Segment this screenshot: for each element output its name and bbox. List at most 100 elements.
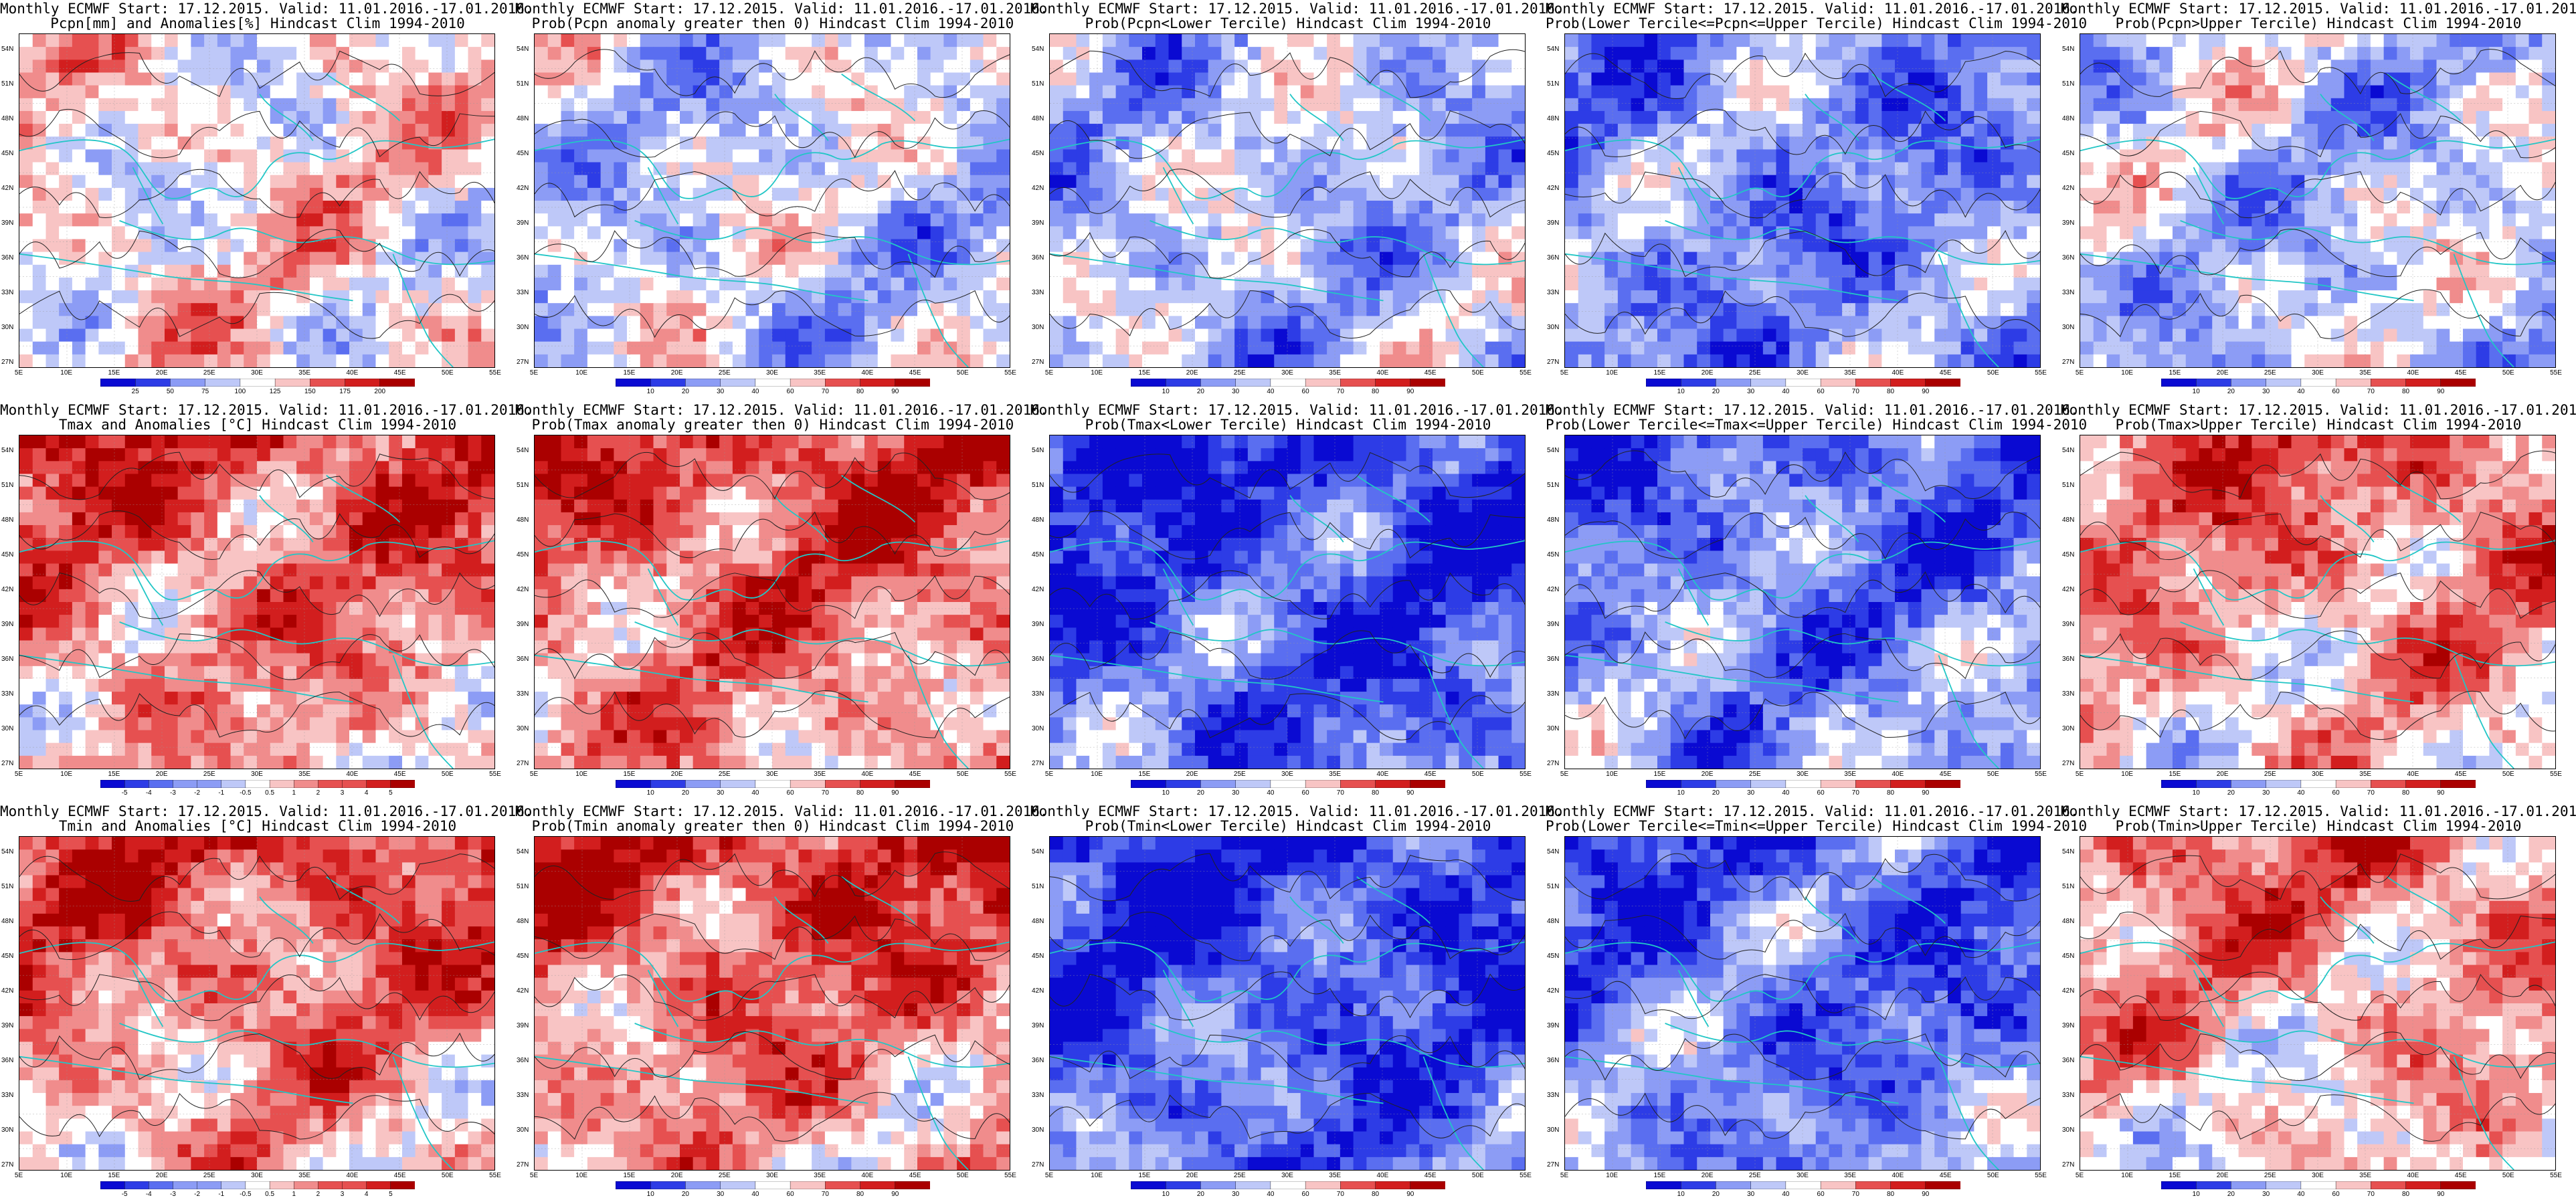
field-cell [812,303,826,316]
field-cell [904,149,918,163]
field-cell [1934,290,1948,304]
field-cell [1142,341,1156,355]
field-cell [2476,47,2490,60]
field-cell [1234,201,1249,214]
field-cell [1855,47,1869,60]
field-cell [72,264,86,278]
field-cell [930,201,944,214]
field-cell [1353,277,1367,291]
map-canvas[interactable] [19,34,494,367]
field-cell [1419,328,1433,342]
field-cell [1697,72,1711,86]
field-cell [1168,328,1182,342]
field-cell [824,162,839,176]
field-cell [2146,162,2160,176]
field-cell [2397,47,2411,60]
field-cell [930,34,944,47]
field-cell [838,264,852,278]
map-field[interactable] [1049,33,1526,368]
map-field[interactable] [19,33,495,368]
field-cell [1736,175,1750,189]
field-cell [296,175,310,189]
coastline [774,94,829,141]
field-cell [1829,175,1843,189]
field-cell [930,175,944,189]
field-cell [2173,290,2187,304]
field-cell [1881,110,1896,124]
field-cell [2436,34,2450,47]
field-cell [85,354,99,367]
field-cell [1960,72,1974,86]
field-cell [217,124,232,137]
field-cell [283,303,297,316]
field-cell [864,98,879,112]
field-cell [230,328,244,342]
field-cell [2199,354,2213,367]
field-cell [442,47,456,60]
field-cell [112,60,126,74]
field-cell [1313,124,1327,137]
field-cell [1803,34,1817,47]
map-canvas[interactable] [2080,34,2555,367]
field-cell [2318,149,2332,163]
field-cell [1868,34,1882,47]
lon-label: 10E [1091,369,1103,377]
lat-label: 36N [1547,254,1560,262]
field-cell [1432,47,1447,60]
map-canvas[interactable] [1565,34,2040,367]
field-cell [2489,316,2503,330]
field-cell [45,290,60,304]
field-cell [745,187,759,201]
field-cell [877,85,892,99]
field-cell [1459,47,1473,60]
field-cell [1565,226,1579,240]
field-cell [138,136,152,150]
field-cell [2278,354,2292,367]
field-cell [1710,213,1724,227]
field-cell [309,264,324,278]
field-cell [177,34,191,47]
field-cell [2146,226,2160,240]
map-canvas[interactable] [535,34,1010,367]
field-cell [1392,149,1407,163]
field-cell [1934,354,1948,367]
field-cell [1591,72,1605,86]
field-cell [2000,213,2015,227]
map-canvas[interactable] [1050,34,1525,367]
field-cell [428,252,442,266]
map-field[interactable] [2080,33,2556,368]
field-cell [454,149,469,163]
field-cell [454,316,469,330]
field-cell [1842,47,1856,60]
field-cell [217,187,232,201]
field-cell [32,328,47,342]
field-cell [2173,149,2187,163]
field-cell [1300,290,1315,304]
map-field[interactable] [534,33,1010,368]
field-cell [970,162,984,176]
field-cell [785,72,800,86]
field-cell [177,354,191,367]
field-cell [1340,213,1354,227]
field-cell [1921,252,1935,266]
field-cell [177,213,191,227]
field-cell [719,303,733,316]
field-cell [1050,213,1064,227]
field-cell [2462,162,2477,176]
field-cell [85,60,99,74]
field-cell [2093,149,2108,163]
field-cell [1829,136,1843,150]
field-cell [72,149,86,163]
map-field[interactable] [1564,33,2041,368]
field-cell [283,187,297,201]
field-cell [1274,252,1288,266]
field-cell [1142,175,1156,189]
field-cell [309,85,324,99]
field-cell [1498,60,1512,74]
field-cell [2185,60,2200,74]
field-cell [1247,124,1262,137]
field-cell [1432,85,1447,99]
field-cell [1129,34,1143,47]
field-cell [257,149,271,163]
field-cell [719,290,733,304]
